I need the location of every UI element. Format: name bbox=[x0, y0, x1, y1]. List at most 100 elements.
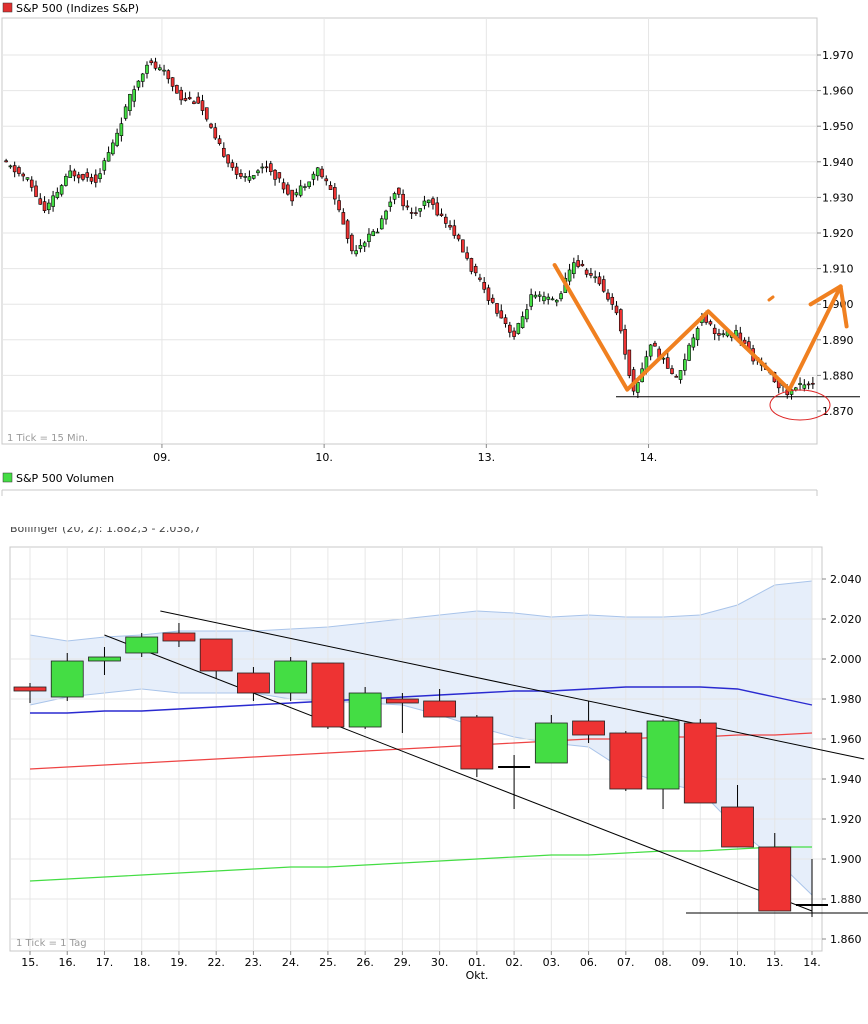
daily-candle-up bbox=[50, 660, 84, 698]
intraday-candle-down bbox=[589, 273, 593, 276]
intraday-candle-up bbox=[298, 185, 303, 196]
intraday-candle-up bbox=[157, 67, 162, 71]
intraday-candle-up bbox=[678, 370, 683, 380]
daily-x-tick-label: 19. bbox=[170, 956, 188, 969]
daily-x-tick-label: 23. bbox=[245, 956, 263, 969]
intraday-candle-up bbox=[537, 294, 542, 297]
intraday-candle-down bbox=[439, 213, 444, 216]
intraday-candle-down bbox=[324, 178, 329, 182]
intraday-candle-up bbox=[567, 269, 572, 282]
intraday-candle-down bbox=[606, 292, 610, 300]
intraday-candle-down bbox=[320, 168, 324, 178]
sma50-line bbox=[29, 732, 813, 770]
intraday-candle-down bbox=[435, 202, 440, 216]
daily-y-tick-label: 1.980 bbox=[830, 693, 862, 706]
intraday-candle-down bbox=[333, 187, 337, 200]
intraday-candle-up bbox=[68, 170, 72, 179]
intraday-candle-down bbox=[268, 163, 273, 173]
intraday-candle-down bbox=[665, 357, 670, 369]
intraday-candle-down bbox=[580, 263, 585, 267]
daily-candle-down bbox=[758, 846, 792, 912]
intraday-candle-up bbox=[64, 175, 68, 186]
intraday-candle-up bbox=[47, 202, 51, 211]
daily-candle-up bbox=[534, 722, 568, 764]
intraday-candle-down bbox=[281, 182, 286, 190]
intraday-candle-down bbox=[230, 162, 235, 168]
intraday-candle-down bbox=[17, 167, 21, 174]
intraday-candle-down bbox=[226, 154, 230, 164]
intraday-candles bbox=[4, 57, 815, 400]
intraday-candle-down bbox=[482, 282, 486, 290]
daily-x-tick-label: 30. bbox=[431, 956, 449, 969]
intraday-candle-up bbox=[119, 123, 124, 136]
daily-x-tick-label: 29. bbox=[394, 956, 412, 969]
daily-legend-cover bbox=[0, 497, 868, 527]
volume-panel: S&P 500 Volumen bbox=[1, 472, 818, 496]
intraday-candle-up bbox=[533, 294, 538, 298]
intraday-candle-up bbox=[358, 245, 363, 249]
intraday-candle-down bbox=[38, 198, 43, 205]
intraday-candle-down bbox=[175, 85, 179, 94]
intraday-candle-up bbox=[132, 89, 136, 102]
month-label: Okt. bbox=[466, 969, 489, 982]
intraday-candle-up bbox=[106, 152, 111, 162]
daily-candle-up bbox=[348, 692, 382, 728]
intraday-candle-up bbox=[315, 167, 320, 177]
intraday-candle-down bbox=[350, 234, 354, 252]
daily-y-tick-label: 2.000 bbox=[830, 653, 862, 666]
intraday-candle-up bbox=[111, 142, 115, 155]
intraday-candle-up bbox=[367, 233, 371, 242]
intraday-candle-up bbox=[516, 323, 521, 334]
intraday-candle-down bbox=[623, 329, 627, 355]
volume-legend-swatch bbox=[2, 472, 13, 483]
daily-y-tick-label: 1.880 bbox=[830, 893, 862, 906]
intraday-candle-down bbox=[345, 220, 350, 239]
intraday-candle-down bbox=[614, 305, 619, 314]
daily-x-tick-label: 07. bbox=[617, 956, 635, 969]
intraday-candle-down bbox=[166, 70, 171, 80]
intraday-y-tick-label: 1.880 bbox=[822, 369, 854, 382]
daily-y-tick-label: 1.920 bbox=[830, 813, 862, 826]
intraday-candle-up bbox=[115, 132, 119, 146]
intraday-candle-down bbox=[286, 184, 290, 195]
intraday-y-tick-label: 1.900 bbox=[822, 298, 854, 311]
sma200-line bbox=[29, 846, 812, 882]
intraday-candle-down bbox=[170, 77, 175, 87]
intraday-candle-up bbox=[683, 359, 687, 371]
intraday-candle-down bbox=[196, 96, 201, 104]
intraday-x-tick-label: 13. bbox=[478, 451, 496, 464]
intraday-candle-down bbox=[328, 185, 333, 190]
intraday-candle-up bbox=[721, 333, 726, 336]
intraday-y-axis: 1.8701.8801.8901.9001.9101.9201.9301.940… bbox=[817, 49, 854, 418]
intraday-candle-up bbox=[123, 106, 128, 119]
intraday-candle-up bbox=[102, 160, 107, 171]
intraday-candle-down bbox=[503, 317, 508, 325]
intraday-candle-down bbox=[490, 297, 495, 303]
daily-x-tick-label: 09. bbox=[692, 956, 710, 969]
intraday-x-axis: 09. 10. 13. 14. bbox=[153, 444, 657, 464]
intraday-candle-down bbox=[337, 200, 341, 211]
intraday-candle-down bbox=[341, 212, 346, 225]
intraday-y-tick-label: 1.920 bbox=[822, 227, 854, 240]
daily-y-tick-label: 1.900 bbox=[830, 853, 862, 866]
intraday-candle-up bbox=[55, 191, 60, 198]
intraday-candle-up bbox=[422, 200, 427, 206]
intraday-candle-down bbox=[601, 279, 606, 292]
intraday-candle-down bbox=[742, 339, 747, 344]
daily-x-tick-label: 22. bbox=[207, 956, 225, 969]
daily-candles bbox=[13, 623, 828, 917]
intraday-candle-up bbox=[243, 176, 247, 178]
intraday-candle-down bbox=[627, 349, 632, 376]
intraday-candle-up bbox=[379, 218, 384, 230]
intraday-candle-down bbox=[674, 376, 679, 378]
daily-trendlines bbox=[104, 610, 868, 914]
intraday-candle-up bbox=[25, 177, 30, 180]
daily-candle-down bbox=[721, 806, 754, 848]
intraday-y-tick-label: 1.950 bbox=[822, 120, 854, 133]
intraday-candle-up bbox=[375, 231, 380, 234]
intraday-y-tick-label: 1.910 bbox=[822, 263, 854, 276]
intraday-candle-down bbox=[239, 173, 243, 177]
intraday-candle-up bbox=[572, 262, 576, 275]
intraday-candle-up bbox=[294, 192, 299, 196]
